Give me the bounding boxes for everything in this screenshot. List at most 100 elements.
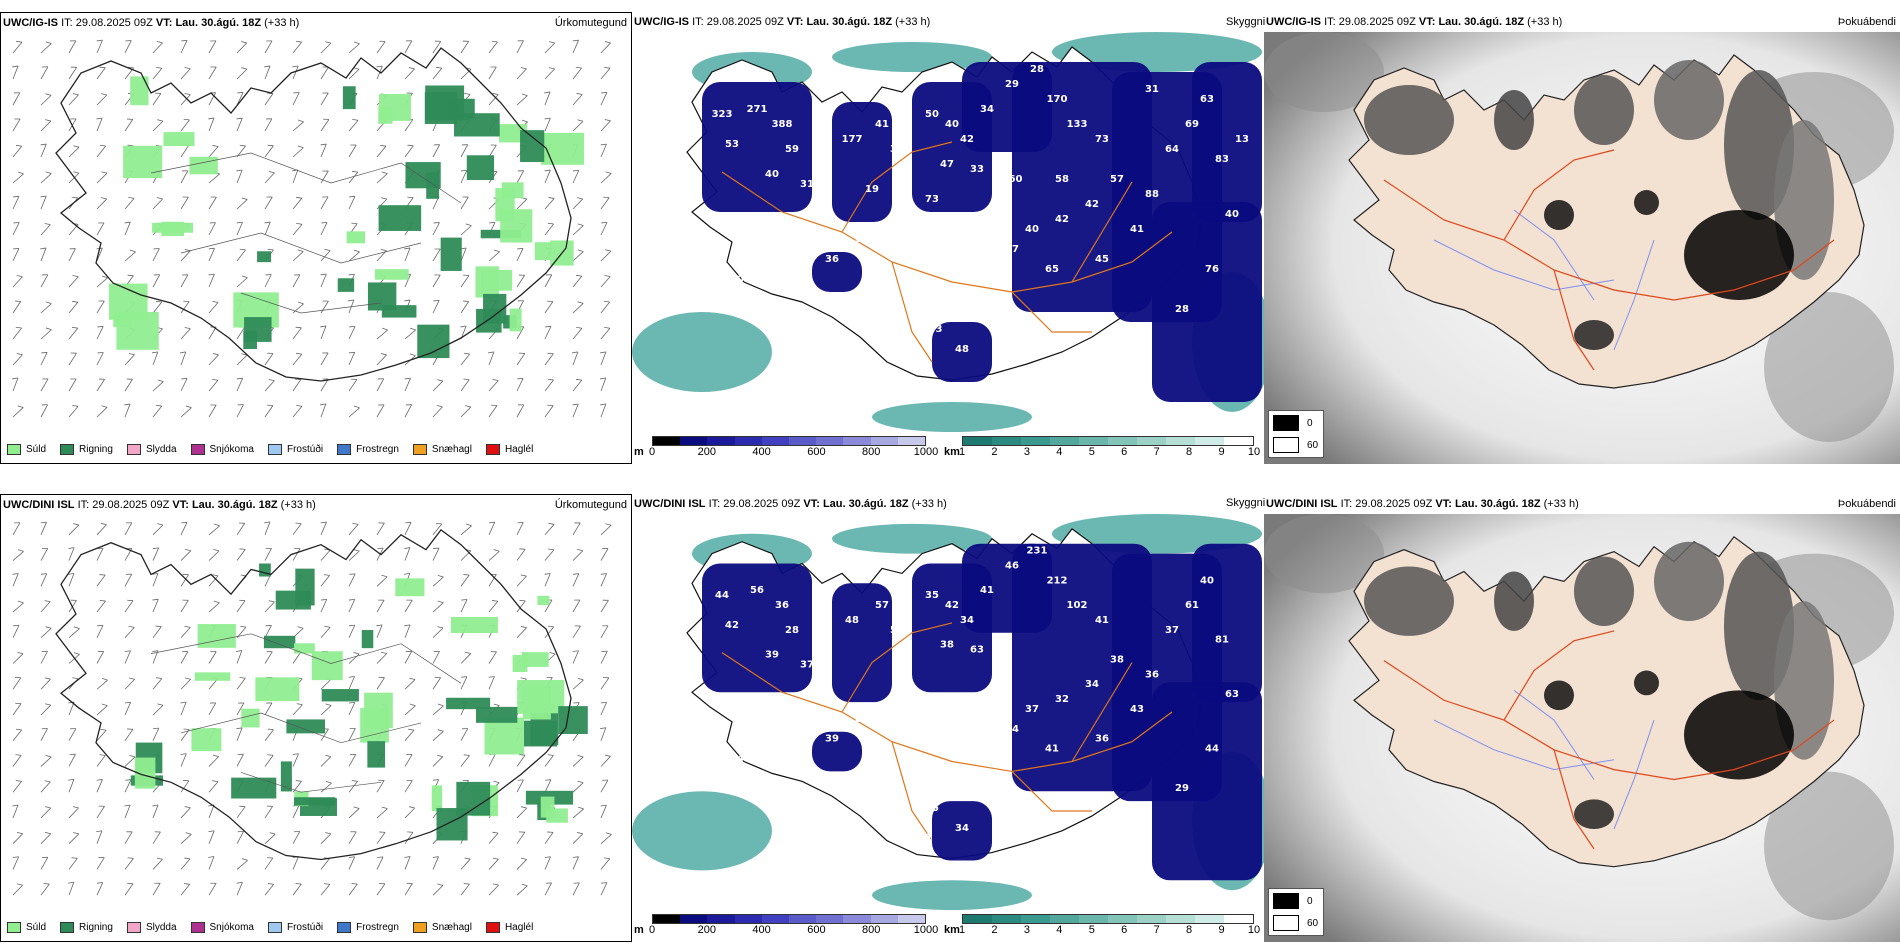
cloud-base-label: 38 — [940, 640, 954, 651]
cloud-base-label: 12 — [815, 684, 829, 695]
colorbar-unit: km — [944, 924, 960, 936]
colorbar-tick: 800 — [862, 446, 881, 458]
colorbar-tick: 3 — [1023, 924, 1030, 936]
cloud-base-label: 53 — [725, 139, 739, 150]
it-value: 29.08.2025 09Z — [75, 17, 153, 29]
cloud-base-label: 33 — [970, 164, 984, 175]
cloud-base-label: 116 — [812, 204, 833, 215]
precip-map — [12, 39, 612, 418]
legend-label: Snæhagl — [431, 444, 472, 455]
cloud-base-label: 44 — [715, 590, 729, 601]
cloud-base-label: 37 — [1005, 244, 1019, 255]
vt-value: Lau. 30.ágú. 18Z — [822, 498, 909, 510]
cloud-base-label: 41 — [915, 354, 929, 365]
cloud-base-label: 42 — [1085, 199, 1099, 210]
fog-panel-row2: UWC/DINI ISL IT: 29.08.2025 09Z VT: Lau.… — [1264, 494, 1900, 942]
colorbar-tick: 200 — [697, 924, 716, 936]
vt-value: Lau. 30.ágú. 18Z — [1454, 498, 1541, 510]
cloud-base-label: 436 — [762, 778, 783, 789]
cloud-map: 44 56 36 28 42 39 37 48 57 53 35 42 38 34 63 41 46 231 212… — [632, 514, 1264, 910]
legend-label: Snæhagl — [431, 922, 472, 933]
fog-map — [1264, 514, 1900, 942]
cloud-base-label: 31 — [1145, 84, 1159, 95]
it-label: IT: — [708, 498, 721, 510]
colorbar-unit: m — [634, 446, 644, 458]
visibility-colorbar: km 1 2 3 4 5 6 7 8 9 10 — [944, 436, 1262, 462]
fog-legend-item: 0 — [1273, 415, 1313, 431]
panel-header: UWC/DINI ISL IT: 29.08.2025 09Z VT: Lau.… — [1264, 494, 1900, 514]
it-label: IT: — [692, 16, 704, 28]
legend-label: Snjókoma — [209, 444, 254, 455]
colorbar-tick: 9 — [1218, 924, 1225, 936]
legend-label: Rigning — [79, 922, 113, 933]
cloud-base-label: 29 — [1005, 79, 1019, 90]
it-value: 29.08.2025 09Z — [706, 16, 784, 28]
colorbar-ramp — [962, 436, 1254, 446]
fog-legend-item: 60 — [1273, 437, 1318, 453]
cloud-base-label: 41 — [875, 119, 889, 130]
lead-time: (+33 h) — [1527, 16, 1563, 28]
it-value: 29.08.2025 09Z — [723, 498, 801, 510]
cloud-base-label: 64 — [1165, 144, 1179, 155]
colorbar-ramp — [962, 914, 1254, 924]
colorbar-tick: 7 — [1153, 446, 1160, 458]
precip-legend-item: Súld — [7, 922, 46, 933]
cloud-base-label: 177 — [842, 134, 863, 145]
it-value: 29.08.2025 09Z — [1355, 498, 1433, 510]
legend-label: Frostregn — [356, 444, 399, 455]
cloud-base-label: 48 — [845, 615, 859, 626]
cloud-base-label: 46 — [1005, 560, 1019, 571]
vt-label: VT: — [1435, 498, 1452, 510]
cloud-base-label: 36 — [855, 234, 869, 245]
cloud-base-label: 45 — [1095, 254, 1109, 265]
cloud-base-label: 28 — [1030, 64, 1044, 75]
precip-legend-item: Haglél — [485, 922, 533, 933]
colorbar-tick: 4 — [1056, 446, 1063, 458]
legend-swatch — [1273, 915, 1299, 931]
cloud-base-label: 35 — [925, 803, 939, 814]
legend-swatch — [267, 922, 282, 933]
legend-label: 0 — [1307, 417, 1313, 429]
cloud-base-label: 35 — [925, 590, 939, 601]
legend-swatch — [337, 444, 352, 455]
cloud-base-label: 40 — [1225, 209, 1239, 220]
legend-swatch — [412, 922, 427, 933]
cloud-base-label: 59 — [785, 144, 799, 155]
cloud-base-label: 151 — [912, 833, 933, 844]
precip-legend-item: Súld — [7, 444, 46, 455]
cloud-base-label: 323 — [712, 109, 733, 120]
cloud-base-label: 388 — [772, 119, 793, 130]
precip-legend: Súld Rigning Slydda Snjókoma Frostúði Frostre… — [7, 922, 533, 933]
it-label: IT: — [1340, 498, 1353, 510]
cloud-base-label: 38 — [975, 694, 989, 705]
lead-time: (+33 h) — [280, 499, 316, 511]
cloud-base-label: 34 — [955, 823, 969, 834]
cloud-base-label: 103 — [922, 324, 943, 335]
colorbar-tick: 1 — [958, 446, 966, 458]
cloud-panel-row1: UWC/IG-IS IT: 29.08.2025 09Z VT: Lau. 30… — [632, 12, 1264, 464]
vt-label: VT: — [172, 499, 189, 511]
legend-swatch — [126, 922, 141, 933]
cloud-base-label: 37 — [800, 659, 814, 670]
colorbar-tick: 0 — [648, 924, 656, 936]
cloud-base-label: 38 — [1110, 655, 1124, 666]
legend-label: Frostúði — [286, 922, 324, 933]
cloud-base-label: 61 — [1185, 600, 1199, 611]
precip-legend-item: Snæhagl — [412, 922, 472, 933]
cloud-base-label: 133 — [1067, 119, 1088, 130]
cloud-base-label: 41 — [980, 585, 994, 596]
legend-swatch — [1273, 415, 1299, 431]
precip-legend-item: Frostregn — [337, 922, 399, 933]
it-value: 29.08.2025 09Z — [92, 499, 170, 511]
colorbar-unit: km — [944, 446, 960, 458]
panel-title: Úrkomutegund — [554, 17, 627, 29]
cloud-base-colorbar: m 0 200 400 600 800 1000 — [634, 914, 938, 940]
cloud-base-label: 34 — [960, 615, 974, 626]
legend-swatch — [267, 444, 282, 455]
fog-legend: 0 60 — [1268, 410, 1324, 458]
panel-title: Úrkomutegund — [554, 499, 627, 511]
legend-swatch — [60, 444, 75, 455]
model-name: UWC/DINI ISL — [3, 499, 75, 511]
vt-label: VT: — [786, 16, 804, 28]
cloud-base-label: 69 — [1185, 119, 1199, 130]
